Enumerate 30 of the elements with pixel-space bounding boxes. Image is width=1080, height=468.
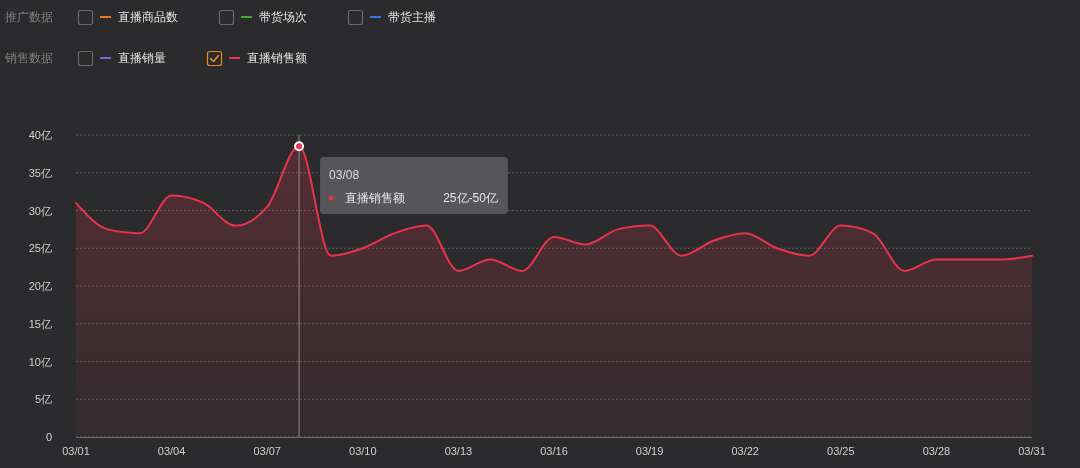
text: 销售数据 (4, 51, 53, 65)
y-tick-label: 0 (45, 431, 52, 443)
x-tick-label: 03/19 (635, 445, 664, 457)
legend-label: 带货主播 (388, 10, 436, 24)
legend-label: 直播销售额 (247, 51, 307, 65)
annotation: 25亿-50亿 (443, 191, 498, 205)
text: 直播销售额 (345, 191, 406, 205)
x-tick-label: 03/31 (1018, 445, 1046, 457)
legend-label: 直播商品数 (118, 10, 178, 24)
ref-line-label: 03/08 (329, 168, 360, 182)
y-tick-label: 10亿 (28, 355, 52, 368)
x-tick-label: 03/01 (62, 445, 90, 457)
y-tick-label: 40亿 (28, 129, 52, 141)
y-tick-label: 30亿 (28, 204, 52, 217)
x-tick-label: 03/07 (253, 445, 281, 457)
x-tick-label: 03/22 (731, 445, 759, 457)
legend-label: 直播销量 (118, 51, 166, 65)
y-tick-label: 35亿 (28, 166, 52, 179)
legend-label: 带货场次 (259, 10, 307, 24)
y-tick-label: 25亿 (28, 242, 52, 255)
x-tick-label: 03/04 (157, 445, 186, 457)
x-tick-label: 03/10 (349, 445, 377, 457)
y-tick-label: 5亿 (34, 393, 52, 406)
y-tick-label: 15亿 (28, 317, 52, 330)
x-tick-label: 03/28 (922, 445, 951, 457)
y-tick-label: 20亿 (28, 280, 52, 292)
x-tick-label: 03/13 (444, 445, 473, 457)
x-tick-label: 03/16 (540, 445, 568, 457)
text: 推广数据 (5, 10, 53, 24)
x-tick-label: 03/25 (827, 445, 855, 457)
